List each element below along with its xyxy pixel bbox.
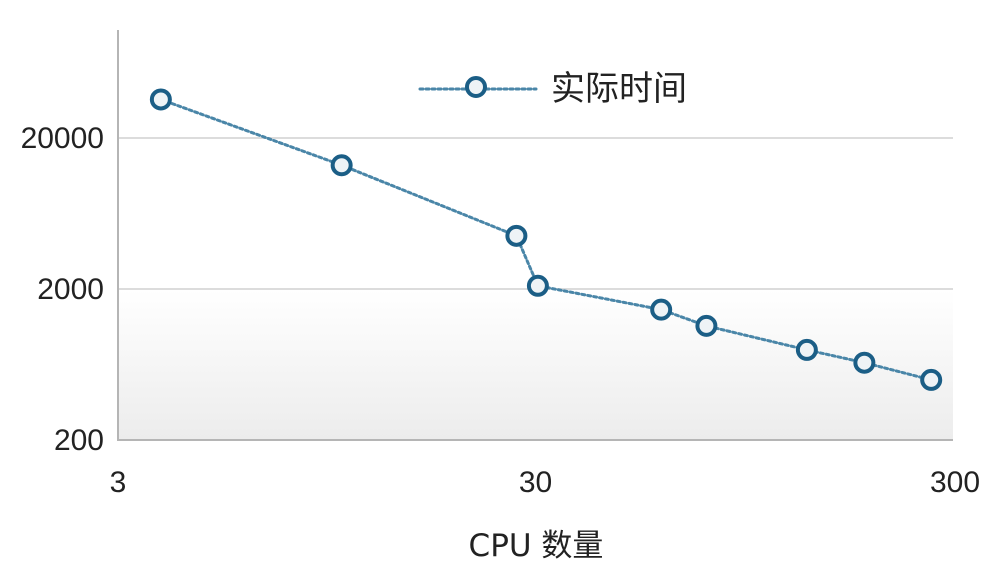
tick-labels: 200 2000 20000 3 30 300 [21,122,980,499]
legend: 实际时间 [418,69,687,109]
data-point [505,224,528,247]
data-point [695,314,718,337]
y-tick-label: 20000 [21,122,104,155]
x-axis-title: CPU 数量 [469,528,604,564]
legend-marker [465,76,487,98]
data-point [853,351,876,374]
plot-background [118,290,953,440]
data-point [149,88,172,111]
x-tick-label: 30 [519,466,552,499]
data-point [920,368,943,391]
data-point [795,338,818,361]
gridlines [118,137,953,290]
data-point [330,154,353,177]
series-group [149,88,943,391]
x-tick-label: 300 [930,466,980,499]
y-tick-label: 200 [54,424,104,457]
data-point [650,298,673,321]
data-point [526,274,549,297]
x-tick-label: 3 [110,466,127,499]
legend-label: 实际时间 [551,69,687,109]
y-tick-label: 2000 [37,273,104,306]
